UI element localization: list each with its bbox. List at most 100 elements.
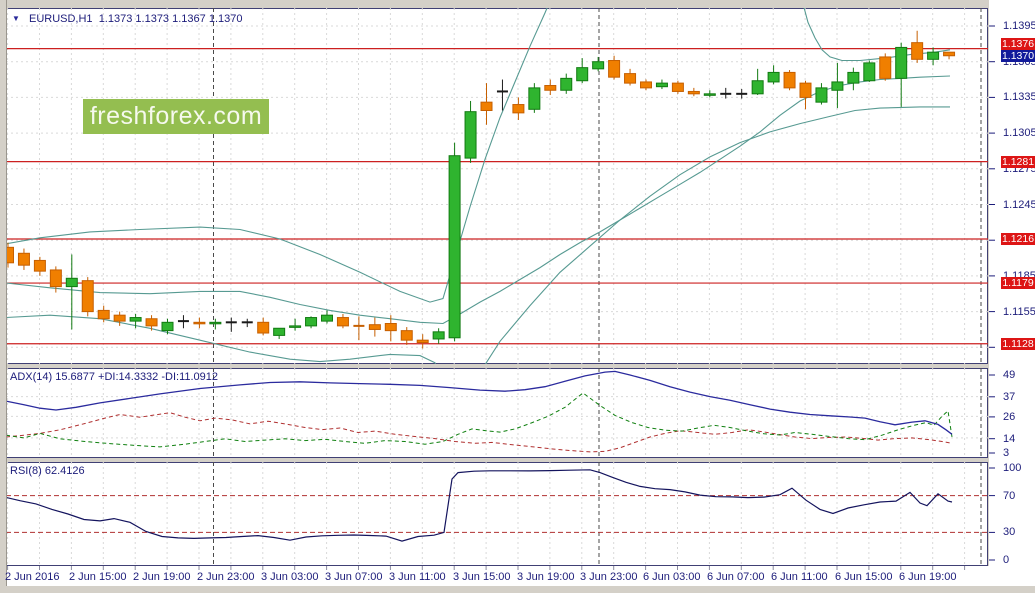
candle-7 bbox=[113, 311, 126, 326]
candle-13 bbox=[209, 318, 222, 330]
candle-36 bbox=[576, 58, 589, 84]
candle-32 bbox=[512, 97, 525, 121]
time-label: 6 Jun 07:00 bbox=[707, 571, 765, 583]
quote-low: 1.1367 bbox=[172, 13, 206, 25]
main-panel[interactable] bbox=[6, 8, 988, 364]
candle-26 bbox=[416, 334, 429, 349]
candle-19 bbox=[305, 316, 318, 329]
candle-34 bbox=[544, 79, 557, 96]
window-bottom-edge bbox=[0, 586, 1035, 593]
candle-43 bbox=[687, 87, 700, 97]
minus-di-line bbox=[6, 412, 953, 453]
candle-3 bbox=[49, 266, 62, 293]
candle-58 bbox=[927, 47, 940, 66]
symbol-dropdown-icon[interactable]: ▼ bbox=[12, 14, 20, 23]
candle-21 bbox=[336, 313, 349, 329]
price-tick-1.1335: 1.1335 bbox=[1003, 91, 1035, 104]
candle-44 bbox=[703, 90, 716, 98]
main-plot bbox=[6, 8, 988, 364]
candle-8 bbox=[129, 313, 142, 329]
candle-5 bbox=[81, 277, 94, 317]
candle-48 bbox=[767, 65, 780, 85]
candle-25 bbox=[400, 327, 413, 345]
candle-4 bbox=[65, 254, 78, 330]
candle-41 bbox=[655, 79, 668, 90]
candle-20 bbox=[321, 310, 333, 324]
sr-price-badge-1.1179: 1.1179 bbox=[1001, 277, 1035, 290]
candle-49 bbox=[783, 70, 796, 91]
candle-38 bbox=[608, 55, 621, 80]
candle-47 bbox=[751, 68, 764, 96]
sr-price-badge-1.1216: 1.1216 bbox=[1001, 233, 1035, 245]
time-axis-strip bbox=[6, 566, 1035, 586]
symbol-info-bar: ▼ EURUSD,H1 1.1373 1.1373 1.1367 1.1370 bbox=[12, 13, 243, 25]
rsi-tick-70: 70 bbox=[1003, 489, 1016, 502]
time-label: 2 Jun 15:00 bbox=[69, 571, 127, 583]
adx-tick-49: 49 bbox=[1003, 369, 1016, 381]
adx-tick-14: 14 bbox=[1003, 432, 1016, 445]
candle-11 bbox=[177, 315, 189, 329]
candle-57 bbox=[911, 30, 924, 63]
candle-30 bbox=[480, 83, 493, 125]
candle-6 bbox=[97, 305, 110, 323]
time-label: 3 Jun 03:00 bbox=[261, 571, 319, 583]
candle-15 bbox=[241, 318, 253, 328]
adx-tick-26: 26 bbox=[1003, 410, 1016, 423]
time-label: 3 Jun 11:00 bbox=[389, 571, 446, 583]
time-label: 6 Jun 19:00 bbox=[899, 571, 957, 583]
rsi-tick-0: 0 bbox=[1003, 554, 1010, 566]
sr-price-badge-1.1128: 1.1128 bbox=[1001, 337, 1035, 350]
candle-52 bbox=[831, 62, 844, 109]
sr-price-badge-1.1376: 1.1376 bbox=[1001, 38, 1035, 51]
candle-1 bbox=[17, 248, 30, 270]
candle-24 bbox=[384, 315, 397, 342]
rsi-tick-100: 100 bbox=[1003, 462, 1022, 474]
current-bid-badge: 1.1370 bbox=[1001, 49, 1035, 62]
candle-53 bbox=[847, 67, 860, 91]
time-label: 6 Jun 15:00 bbox=[835, 571, 893, 583]
candle-55 bbox=[879, 53, 892, 81]
candle-31 bbox=[496, 79, 508, 111]
candle-17 bbox=[273, 327, 286, 339]
sr-price-badge-1.1281: 1.1281 bbox=[1001, 155, 1035, 168]
candle-51 bbox=[815, 83, 828, 105]
candle-10 bbox=[161, 318, 174, 335]
adx-indicator-label: ADX(14) 15.6877 +DI:14.3332 -DI:11.0912 bbox=[10, 371, 219, 383]
broker-watermark: freshforex.com bbox=[83, 99, 269, 134]
candle-33 bbox=[528, 83, 541, 113]
candle-59 bbox=[943, 51, 956, 60]
candle-28 bbox=[448, 142, 461, 342]
time-label: 3 Jun 19:00 bbox=[517, 571, 575, 583]
candle-0 bbox=[6, 242, 14, 268]
plus-di-line bbox=[6, 392, 953, 448]
rsi-plot bbox=[6, 462, 988, 566]
candle-27 bbox=[432, 328, 445, 344]
adx-tick-3: 3 bbox=[1003, 447, 1010, 459]
time-label: 2 Jun 23:00 bbox=[197, 571, 255, 583]
candle-23 bbox=[368, 317, 381, 337]
rsi-indicator-label: RSI(8) 62.4126 bbox=[10, 465, 85, 477]
window-left-edge bbox=[0, 0, 7, 593]
candle-12 bbox=[193, 317, 206, 329]
price-tick-1.1245: 1.1245 bbox=[1003, 198, 1035, 211]
adx-plot bbox=[6, 368, 988, 458]
candle-37 bbox=[592, 56, 605, 72]
time-label: 3 Jun 23:00 bbox=[580, 571, 638, 583]
candle-2 bbox=[33, 256, 46, 276]
candle-50 bbox=[799, 80, 812, 110]
quote-close: 1.1370 bbox=[208, 13, 243, 25]
rsi-tick-30: 30 bbox=[1003, 526, 1016, 539]
candle-14 bbox=[225, 317, 237, 332]
rsi-panel[interactable] bbox=[6, 462, 988, 566]
candle-46 bbox=[736, 89, 748, 99]
adx-line bbox=[6, 370, 953, 435]
price-axis-background bbox=[989, 0, 1035, 586]
time-label: 2 Jun 19:00 bbox=[133, 571, 191, 583]
candle-18 bbox=[289, 318, 302, 331]
price-tick-1.1155: 1.1155 bbox=[1003, 305, 1035, 318]
price-tick-1.1305: 1.1305 bbox=[1003, 127, 1035, 140]
candle-42 bbox=[671, 80, 684, 94]
rsi-line bbox=[6, 469, 953, 542]
time-label: 3 Jun 15:00 bbox=[453, 571, 511, 583]
